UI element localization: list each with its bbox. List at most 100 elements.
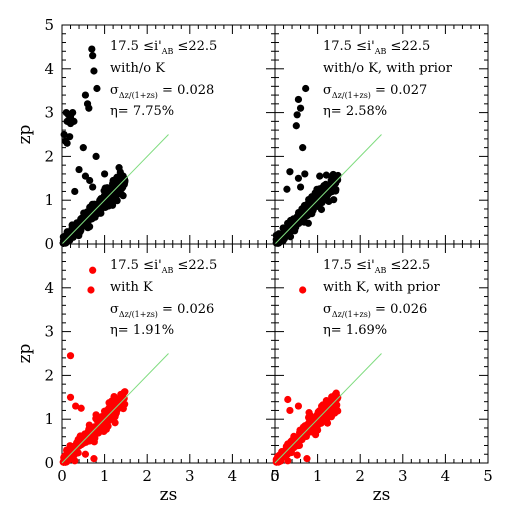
data-point [92,411,100,419]
panel-bottom-left: 0 1 2 3 4 0 1 2 3 4 5 zp zs 17.5 ≤i'AB ≤22.5 with K σΔz… [15,243,280,505]
data-point [87,286,95,294]
data-point [100,187,108,195]
data-point [71,457,79,465]
magnitude-range-text: 17.5 ≤i'AB ≤22.5 [110,39,217,56]
data-point [283,185,291,193]
y-tick-label: 3 [44,323,54,341]
data-point [284,395,292,404]
data-point [75,434,84,442]
data-point [330,186,338,194]
panel-bottom-right: 0 1 2 3 4 5 zs 17.5 ≤i'AB ≤22.5 with K, with pri… [270,243,493,505]
data-point [301,170,309,178]
model-label-text: with K, with prior [323,280,441,295]
data-point [72,402,80,410]
reference-line [274,353,382,464]
data-point [111,410,120,419]
x-tick-label: 0 [57,467,67,485]
data-point [85,104,93,112]
x-tick-label: 5 [483,467,493,485]
data-point [92,152,100,160]
data-point [115,164,123,172]
x-tick-label: 3 [398,467,408,485]
data-point [327,397,335,405]
reference-line [274,134,382,245]
data-point [294,174,303,182]
data-point [69,109,77,117]
data-point [75,222,83,230]
x-axis-title: zs [160,485,178,505]
sigma-text: σΔz/(1+zs) = 0.028 [110,83,214,100]
data-point [90,455,98,463]
data-point [302,84,310,93]
data-point [296,183,305,191]
data-point [299,286,307,294]
data-point [90,204,98,212]
data-point [81,91,90,99]
data-point [317,406,326,414]
data-point [81,450,90,458]
sigma-text: σΔz/(1+zs) = 0.026 [323,302,427,319]
eta-text: η= 7.75% [110,104,174,119]
data-point [66,352,75,360]
data-point [63,228,71,236]
data-point [90,430,98,438]
data-point [308,210,316,218]
data-point [305,409,313,417]
x-axis-title: zs [373,485,391,505]
y-tick-label: 2 [44,366,54,384]
model-label-text: with K [110,280,153,295]
magnitude-range-text: 17.5 ≤i'AB ≤22.5 [323,258,430,275]
y-axis-title: zp [15,343,35,363]
data-point [70,117,78,125]
data-point [315,200,323,208]
data-point [120,175,128,183]
x-tick-label: 1 [313,467,323,485]
data-point [322,171,330,179]
x-tick-label: 2 [355,467,365,485]
data-point [95,199,103,207]
data-point [303,455,311,463]
data-point [293,213,301,221]
y-tick-label: 4 [44,279,54,297]
data-point [116,395,124,403]
data-point [302,429,310,438]
panel-top-left: 0 1 2 3 4 5 zp 17.5 ≤i'AB ≤22.5 with/o K σΔz/(1+z… [15,16,276,253]
data-point [272,456,281,465]
panel-top-right: 17.5 ≤i'AB ≤22.5 with/o K, with prior σΔz/… [272,24,489,247]
model-label-text: with/o K [110,61,165,76]
eta-text: η= 1.69% [323,323,387,338]
data-point [75,165,83,174]
data-point [93,84,101,93]
data-point [85,223,94,231]
y-tick-label: 2 [44,147,54,165]
data-point [89,52,97,60]
data-point [296,104,305,112]
y-tick-label: 0 [44,235,54,253]
data-point [328,172,336,180]
data-point [334,393,342,402]
x-tick-label: 1 [100,467,110,485]
data-point [286,406,294,415]
data-point [99,419,107,427]
data-point [316,172,324,180]
model-label-text: with/o K, with prior [323,61,453,76]
x-tick-label: 0 [270,467,280,485]
data-point [315,193,323,201]
data-point [88,45,96,53]
eta-text: η= 2.58% [323,104,387,119]
y-axis-title: zp [15,124,35,144]
data-point [74,449,82,457]
data-point [104,410,112,419]
y-tick-label: 1 [44,410,54,428]
data-point [114,184,123,192]
y-tick-label: 0 [44,454,54,472]
data-point [292,122,300,130]
data-point [278,448,286,456]
data-point [82,211,90,219]
data-point [101,170,109,178]
x-tick-label: 5 [270,467,280,485]
data-point [77,404,85,412]
data-point [294,402,303,410]
data-point [294,95,303,104]
y-tick-label: 3 [44,104,54,122]
